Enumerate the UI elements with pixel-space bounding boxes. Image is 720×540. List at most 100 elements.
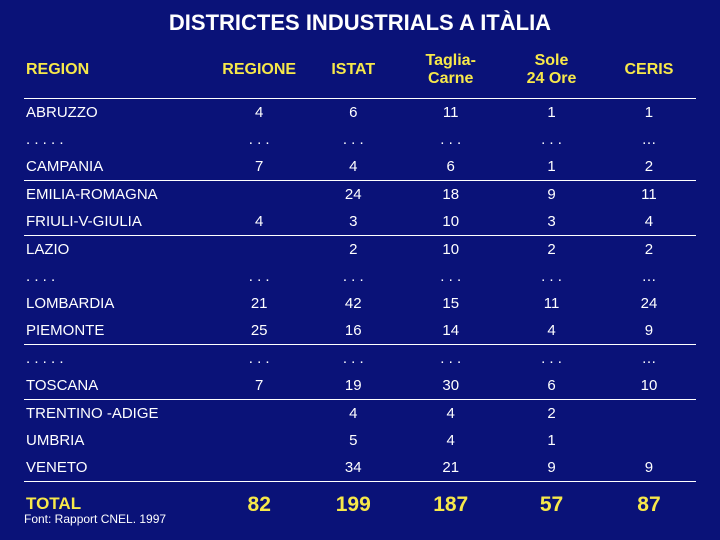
- col-header: CERIS: [602, 46, 696, 99]
- row-value: 4: [306, 153, 400, 181]
- row-value: . . .: [400, 126, 501, 153]
- row-value: [212, 236, 306, 264]
- row-value: 2: [306, 236, 400, 264]
- row-label: LOMBARDIA: [24, 290, 212, 317]
- row-value: . . .: [306, 345, 400, 373]
- row-value: 16: [306, 317, 400, 345]
- row-value: [212, 400, 306, 428]
- row-value: [602, 400, 696, 428]
- row-value: . . .: [306, 126, 400, 153]
- row-value: 6: [501, 372, 602, 400]
- row-label: CAMPANIA: [24, 153, 212, 181]
- table-row: LOMBARDIA2142151124: [24, 290, 696, 317]
- row-value: 7: [212, 372, 306, 400]
- total-value: 199: [306, 482, 400, 523]
- table-row: TRENTINO -ADIGE442: [24, 400, 696, 428]
- row-value: 4: [400, 427, 501, 454]
- row-value: 4: [306, 400, 400, 428]
- total-value: 82: [212, 482, 306, 523]
- row-value: 34: [306, 454, 400, 482]
- row-value: . . .: [212, 126, 306, 153]
- col-header: REGIONE: [212, 46, 306, 99]
- row-value: 24: [306, 181, 400, 209]
- row-label: FRIULI-V-GIULIA: [24, 208, 212, 236]
- row-value: 25: [212, 317, 306, 345]
- table-row: . . . . . . .. . .. . .. . .…: [24, 263, 696, 290]
- row-value: 11: [602, 181, 696, 209]
- col-header: Taglia- Carne: [400, 46, 501, 99]
- table-row: TOSCANA71930610: [24, 372, 696, 400]
- row-label: VENETO: [24, 454, 212, 482]
- row-label: TOSCANA: [24, 372, 212, 400]
- table-row: . . . . .. . .. . .. . .. . .…: [24, 345, 696, 373]
- row-value: 2: [602, 153, 696, 181]
- row-value: . . .: [400, 263, 501, 290]
- row-value: . . .: [400, 345, 501, 373]
- row-value: 4: [400, 400, 501, 428]
- row-value: …: [602, 263, 696, 290]
- total-value: 187: [400, 482, 501, 523]
- row-value: 14: [400, 317, 501, 345]
- table-row: FRIULI-V-GIULIA431034: [24, 208, 696, 236]
- row-label: LAZIO: [24, 236, 212, 264]
- row-value: 30: [400, 372, 501, 400]
- row-value: 18: [400, 181, 501, 209]
- row-value: . . .: [501, 126, 602, 153]
- col-header: REGION: [24, 46, 212, 99]
- row-value: [212, 427, 306, 454]
- table-row: ABRUZZO461111: [24, 99, 696, 127]
- row-value: [212, 454, 306, 482]
- row-value: 24: [602, 290, 696, 317]
- row-value: …: [602, 345, 696, 373]
- row-value: 11: [501, 290, 602, 317]
- row-label: EMILIA-ROMAGNA: [24, 181, 212, 209]
- table-row: VENETO342199: [24, 454, 696, 482]
- row-value: [602, 427, 696, 454]
- total-value: 87: [602, 482, 696, 523]
- table-row: PIEMONTE25161449: [24, 317, 696, 345]
- row-value: 21: [400, 454, 501, 482]
- row-value: 1: [501, 99, 602, 127]
- row-value: 4: [212, 208, 306, 236]
- row-value: 3: [306, 208, 400, 236]
- row-value: 6: [306, 99, 400, 127]
- row-label: UMBRIA: [24, 427, 212, 454]
- row-value: 9: [501, 181, 602, 209]
- source-note: Font: Rapport CNEL. 1997: [24, 512, 166, 526]
- table-row: . . . . .. . .. . .. . .. . .…: [24, 126, 696, 153]
- row-label: . . . .: [24, 263, 212, 290]
- row-value: 6: [400, 153, 501, 181]
- row-value: 21: [212, 290, 306, 317]
- row-value: 10: [400, 208, 501, 236]
- row-value: . . .: [501, 263, 602, 290]
- row-value: 10: [602, 372, 696, 400]
- row-value: 2: [602, 236, 696, 264]
- col-header: Sole 24 Ore: [501, 46, 602, 99]
- col-header: ISTAT: [306, 46, 400, 99]
- table-row: CAMPANIA74612: [24, 153, 696, 181]
- page-title: DISTRICTES INDUSTRIALS A ITÀLIA: [24, 10, 696, 36]
- districts-table: REGIONREGIONEISTATTaglia- CarneSole 24 O…: [24, 46, 696, 522]
- row-label: . . . . .: [24, 345, 212, 373]
- row-label: TRENTINO -ADIGE: [24, 400, 212, 428]
- row-value: 15: [400, 290, 501, 317]
- table-row: UMBRIA 541: [24, 427, 696, 454]
- table-row: LAZIO21022: [24, 236, 696, 264]
- row-value: 1: [501, 153, 602, 181]
- row-value: 5: [306, 427, 400, 454]
- row-value: 4: [501, 317, 602, 345]
- row-value: . . .: [212, 345, 306, 373]
- row-value: 2: [501, 236, 602, 264]
- row-value: 11: [400, 99, 501, 127]
- row-value: 1: [501, 427, 602, 454]
- row-value: [212, 181, 306, 209]
- row-value: …: [602, 126, 696, 153]
- row-label: . . . . .: [24, 126, 212, 153]
- row-value: 9: [501, 454, 602, 482]
- row-value: 7: [212, 153, 306, 181]
- row-value: 9: [602, 317, 696, 345]
- row-value: 3: [501, 208, 602, 236]
- row-value: 2: [501, 400, 602, 428]
- row-value: 1: [602, 99, 696, 127]
- table-row: EMILIA-ROMAGNA 2418911: [24, 181, 696, 209]
